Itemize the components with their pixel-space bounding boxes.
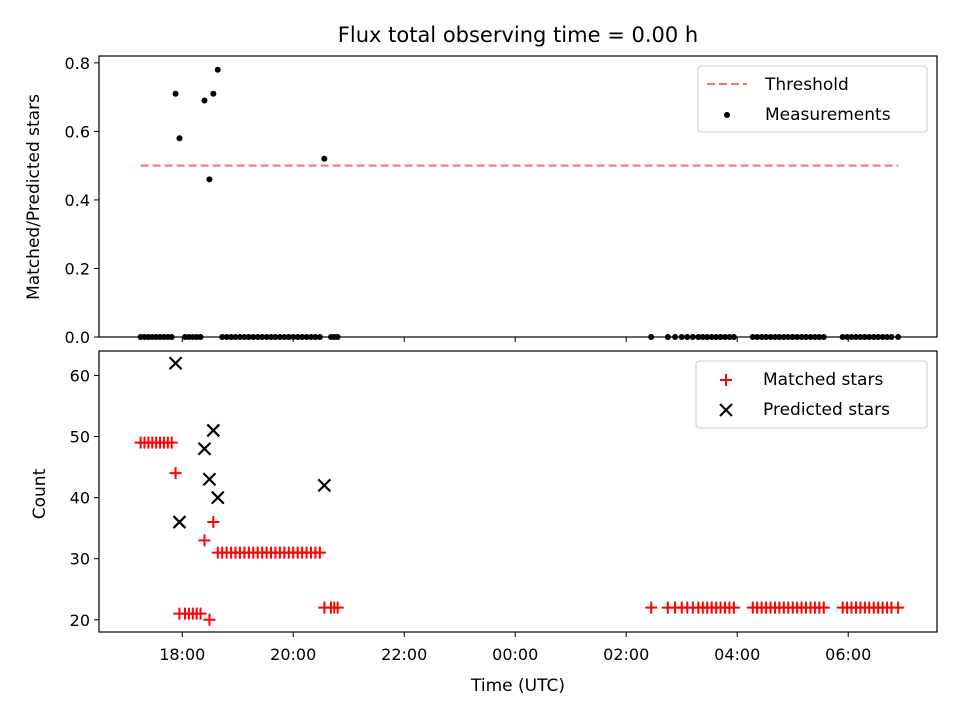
x-tick-label: 06:00: [825, 645, 871, 664]
matched-stars-point: [892, 601, 905, 614]
x-tick-label: 04:00: [714, 645, 760, 664]
matched-stars-point: [165, 436, 178, 449]
top-y-axis-label: Matched/Predicted stars: [24, 94, 44, 300]
matched-stars-point: [198, 534, 211, 547]
measurements-legend-swatch: [724, 112, 730, 118]
predicted-legend-swatch: [719, 403, 733, 417]
predicted-stars-point: [168, 356, 183, 370]
bottom-axes-frame: [98, 350, 938, 633]
predicted-stars-point: [317, 478, 332, 493]
predicted-stars-point: [206, 423, 221, 438]
matched-legend-swatch: [720, 374, 732, 386]
x-axis-label: Time (UTC): [470, 676, 565, 696]
predicted-stars-series: [168, 356, 332, 529]
bottom-y-tick-label: 40: [70, 489, 90, 508]
predicted-stars-point: [172, 515, 187, 529]
predicted-stars-point: [197, 441, 212, 456]
matched-legend-label: Matched stars: [763, 370, 883, 390]
matched-stars-point: [727, 601, 740, 614]
bottom-y-tick-label: 60: [70, 366, 90, 385]
top-plot-area: 0.0 0.2 0.4 0.6 0.8: [65, 54, 938, 347]
matched-stars-point: [817, 601, 830, 614]
top-legend-box: [697, 65, 928, 133]
top-y-tick-label: 0.0: [65, 328, 90, 347]
x-tick-label: 22:00: [381, 645, 427, 664]
matched-stars-point: [645, 601, 658, 614]
bottom-y-tick-label: 30: [70, 550, 90, 569]
x-tick-label: 18:00: [159, 645, 205, 664]
matched-stars-point: [313, 546, 326, 559]
measurements-point: [176, 135, 183, 142]
matched-stars-point: [331, 601, 344, 614]
predicted-legend-label: Predicted stars: [763, 400, 890, 420]
matched-stars-series: [134, 436, 905, 626]
top-axes-frame: [98, 55, 938, 338]
matched-stars-point: [169, 467, 182, 480]
top-y-tick-label: 0.8: [65, 54, 90, 73]
top-y-tick-label: 0.4: [65, 191, 90, 210]
matched-stars-point: [194, 607, 207, 620]
measurements-point: [210, 90, 217, 97]
top-legend: Threshold Measurements: [697, 65, 928, 133]
measurements-point: [321, 155, 328, 162]
matched-stars-point: [207, 516, 220, 529]
counts-panel: Count Time (UTC) 20 30 40 50 60 18:00 20:00 22:…: [30, 350, 938, 696]
measurements-point: [172, 90, 179, 97]
x-tick-label: 02:00: [603, 645, 649, 664]
predicted-stars-point: [202, 472, 217, 487]
chart-title: Flux total observing time = 0.00 h: [338, 23, 698, 47]
predicted-stars-point: [210, 490, 225, 505]
bottom-y-tick-label: 50: [70, 428, 90, 447]
matched-stars-point: [203, 613, 216, 626]
measurements-point: [206, 176, 213, 183]
bottom-plot-area: 20 30 40 50 60 18:00 20:00 22:00 00:00 02:00 04:00…: [70, 350, 938, 664]
measurements-point: [214, 66, 221, 73]
bottom-legend-box: [695, 360, 928, 429]
measurements-point: [201, 97, 208, 104]
top-y-tick-label: 0.6: [65, 122, 90, 141]
bottom-y-tick-label: 20: [70, 611, 90, 630]
bottom-legend: Matched stars Predicted stars: [695, 360, 928, 429]
threshold-legend-label: Threshold: [764, 75, 849, 95]
x-tick-label: 00:00: [492, 645, 538, 664]
ratio-panel: Flux total observing time = 0.00 h Match…: [24, 23, 938, 347]
measurements-legend-label: Measurements: [765, 105, 891, 125]
bottom-y-axis-label: Count: [30, 468, 50, 519]
top-y-tick-label: 0.2: [65, 259, 90, 278]
x-tick-label: 20:00: [270, 645, 316, 664]
